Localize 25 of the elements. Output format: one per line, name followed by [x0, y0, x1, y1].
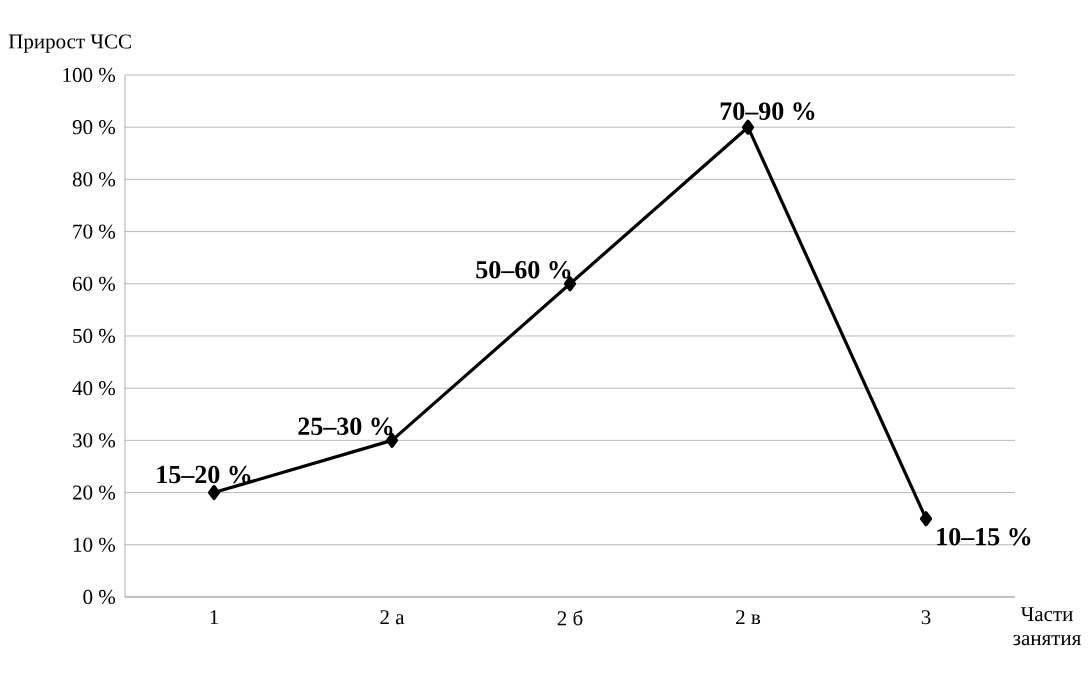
y-tick-label: 10 %	[73, 537, 116, 552]
x-tick-label: 2 в	[736, 610, 761, 625]
annotation: 10–15 %	[937, 527, 1031, 546]
y-tick-label: 60 %	[72, 276, 116, 291]
y-tick-label: 50 %	[73, 328, 116, 344]
y-tick-label: 20 %	[72, 485, 116, 500]
annotation: 50–60 %	[476, 260, 571, 279]
annotation: 70–90 %	[720, 102, 815, 120]
y-axis-title: Прирост ЧСС	[8, 34, 131, 53]
annotation: 25–30 %	[298, 417, 393, 436]
y-tick-label: 0 %	[83, 589, 116, 605]
point	[919, 511, 933, 527]
y-tick-label: 80 %	[72, 172, 116, 187]
y-tick-label: 30 %	[73, 433, 116, 448]
x-axis-title: Части занятия	[1013, 607, 1081, 646]
y-tick-label: 70 %	[73, 224, 116, 239]
x-tick-label: 2 б	[557, 610, 583, 626]
point	[207, 484, 221, 501]
x-tick-label: 2 а	[380, 610, 405, 625]
y-tick-label: 100 %	[63, 67, 116, 83]
y-tick-label: 90 %	[72, 120, 116, 135]
x-tick-label: 3	[921, 610, 931, 625]
y-tick-label: 40 %	[72, 381, 116, 396]
point	[741, 119, 755, 135]
x-tick-label: 1	[210, 610, 218, 625]
